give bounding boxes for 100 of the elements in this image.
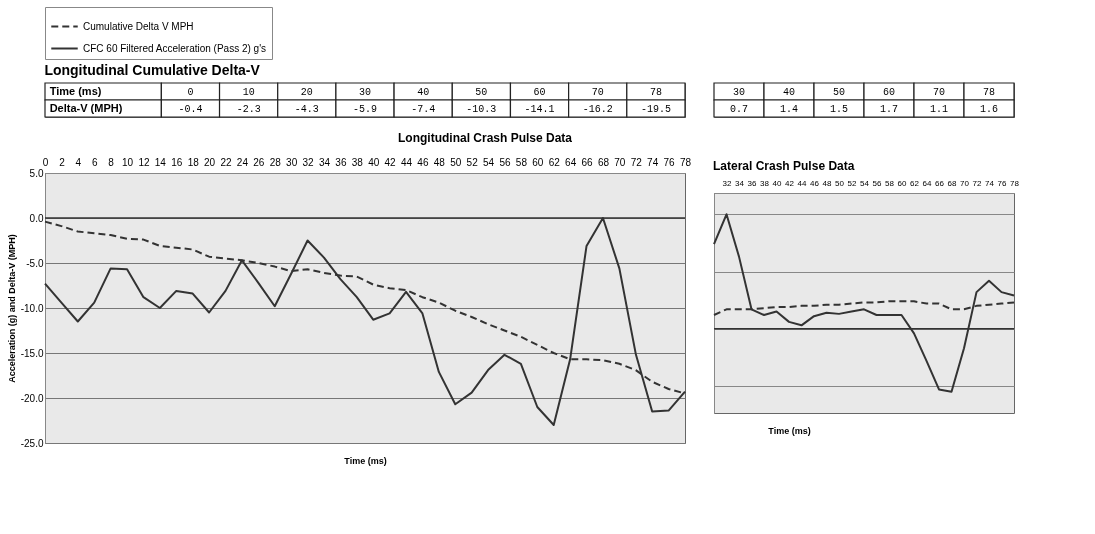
- text: 0.7: [729, 103, 749, 115]
- x-tick-label: 48: [433, 156, 446, 168]
- y-tick-label: 5.0: [29, 167, 44, 179]
- y-tick-label: -25.0: [20, 437, 44, 449]
- x-tick-label: 60: [532, 156, 544, 168]
- x-tick-label: 36: [335, 156, 347, 168]
- x-tick-label: 56: [499, 156, 511, 168]
- x-tick-label: 68: [597, 156, 610, 168]
- text: Longitudinal Cumulative Delta-V: [44, 62, 261, 79]
- x-tick-label: 78: [1010, 178, 1020, 188]
- x-tick-label: 62: [548, 156, 561, 168]
- text: 1.6: [979, 103, 999, 115]
- x-tick-label: 2: [59, 156, 66, 168]
- y-axis-title: Acceleration (g) and Delta-V (MPH): [6, 234, 17, 383]
- x-tick-label: 34: [735, 178, 745, 188]
- text: 1.7: [879, 103, 899, 115]
- x-tick-label: 14: [154, 156, 167, 168]
- y-tick-label: -10.0: [20, 302, 44, 314]
- y-tick-label: -15.0: [20, 347, 44, 359]
- x-tick-label: 76: [663, 156, 676, 168]
- x-tick-label: 70: [960, 178, 970, 188]
- text: 30: [358, 86, 372, 98]
- x-tick-label: 58: [515, 156, 528, 168]
- text: 1.5: [829, 103, 849, 115]
- x-tick-label: 12: [138, 156, 150, 168]
- text: -19.5: [640, 103, 671, 115]
- text: -7.4: [411, 103, 436, 115]
- x-tick-label: 74: [647, 156, 659, 168]
- text: 40: [417, 86, 430, 98]
- text: -4.3: [294, 103, 319, 115]
- text: -0.4: [178, 103, 203, 115]
- x-tick-label: 38: [760, 178, 770, 188]
- text: 60: [533, 86, 546, 98]
- text: 1.4: [779, 103, 799, 115]
- x-tick-label: 48: [822, 178, 832, 188]
- x-tick-label: 18: [187, 156, 200, 168]
- text: Time (ms): [49, 84, 102, 97]
- x-tick-label: 50: [835, 178, 845, 188]
- text: 60: [882, 86, 896, 98]
- legend-label: Cumulative Delta V MPH: [83, 20, 194, 32]
- x-tick-label: 26: [253, 156, 265, 168]
- x-tick-label: 68: [947, 178, 957, 188]
- chart-title: Longitudinal Crash Pulse Data: [397, 131, 573, 145]
- x-tick-label: 8: [108, 156, 115, 168]
- x-tick-label: 36: [747, 178, 757, 188]
- x-tick-label: 40: [368, 156, 380, 168]
- text: 30: [732, 86, 746, 98]
- x-tick-label: 52: [847, 178, 857, 188]
- x-tick-label: 20: [204, 156, 216, 168]
- x-tick-label: 54: [483, 156, 495, 168]
- x-axis-title: Time (ms): [344, 455, 387, 466]
- x-tick-label: 60: [897, 178, 907, 188]
- x-tick-label: 76: [997, 178, 1007, 188]
- text: 20: [300, 86, 313, 98]
- x-tick-label: 66: [935, 178, 945, 188]
- text: 0: [187, 86, 194, 98]
- x-tick-label: 74: [985, 178, 995, 188]
- x-tick-label: 64: [565, 156, 577, 168]
- text: 50: [475, 86, 488, 98]
- x-tick-label: 58: [885, 178, 895, 188]
- x-tick-label: 66: [581, 156, 594, 168]
- x-tick-label: 10: [121, 156, 134, 168]
- x-tick-label: 46: [810, 178, 820, 188]
- x-tick-label: 30: [286, 156, 298, 168]
- legend-label: CFC 60 Filtered Acceleration (Pass 2) g's: [83, 42, 267, 54]
- text: -2.3: [236, 103, 261, 115]
- x-tick-label: 44: [797, 178, 807, 188]
- x-tick-label: 44: [400, 156, 413, 168]
- x-tick-label: 56: [872, 178, 882, 188]
- text: -14.1: [524, 103, 555, 115]
- x-tick-label: 22: [220, 156, 233, 168]
- x-tick-label: 34: [318, 156, 331, 168]
- x-tick-label: 52: [466, 156, 479, 168]
- chart-title: Lateral Crash Pulse Data: [713, 159, 855, 173]
- x-axis-title: Time (ms): [768, 425, 811, 436]
- x-tick-label: 0: [42, 156, 49, 168]
- x-tick-label: 78: [679, 156, 692, 168]
- x-tick-label: 32: [722, 178, 732, 188]
- text: 10: [242, 86, 255, 98]
- text: 70: [932, 86, 946, 98]
- text: 78: [649, 86, 662, 98]
- x-tick-label: 72: [630, 156, 643, 168]
- x-tick-label: 28: [269, 156, 282, 168]
- text: 50: [832, 86, 846, 98]
- text: 70: [591, 86, 604, 98]
- x-tick-label: 32: [302, 156, 315, 168]
- x-tick-label: 6: [91, 156, 98, 168]
- x-tick-label: 64: [922, 178, 932, 188]
- x-tick-label: 4: [75, 156, 82, 168]
- x-tick-label: 40: [772, 178, 782, 188]
- x-tick-label: 72: [972, 178, 982, 188]
- y-tick-label: 0.0: [29, 212, 44, 224]
- x-tick-label: 38: [351, 156, 364, 168]
- text: -5.9: [352, 103, 378, 115]
- text: -16.2: [582, 103, 613, 115]
- x-tick-label: 50: [450, 156, 462, 168]
- text: -10.3: [466, 103, 497, 115]
- text: 1.1: [929, 103, 949, 115]
- x-tick-label: 46: [417, 156, 429, 168]
- x-tick-label: 70: [614, 156, 626, 168]
